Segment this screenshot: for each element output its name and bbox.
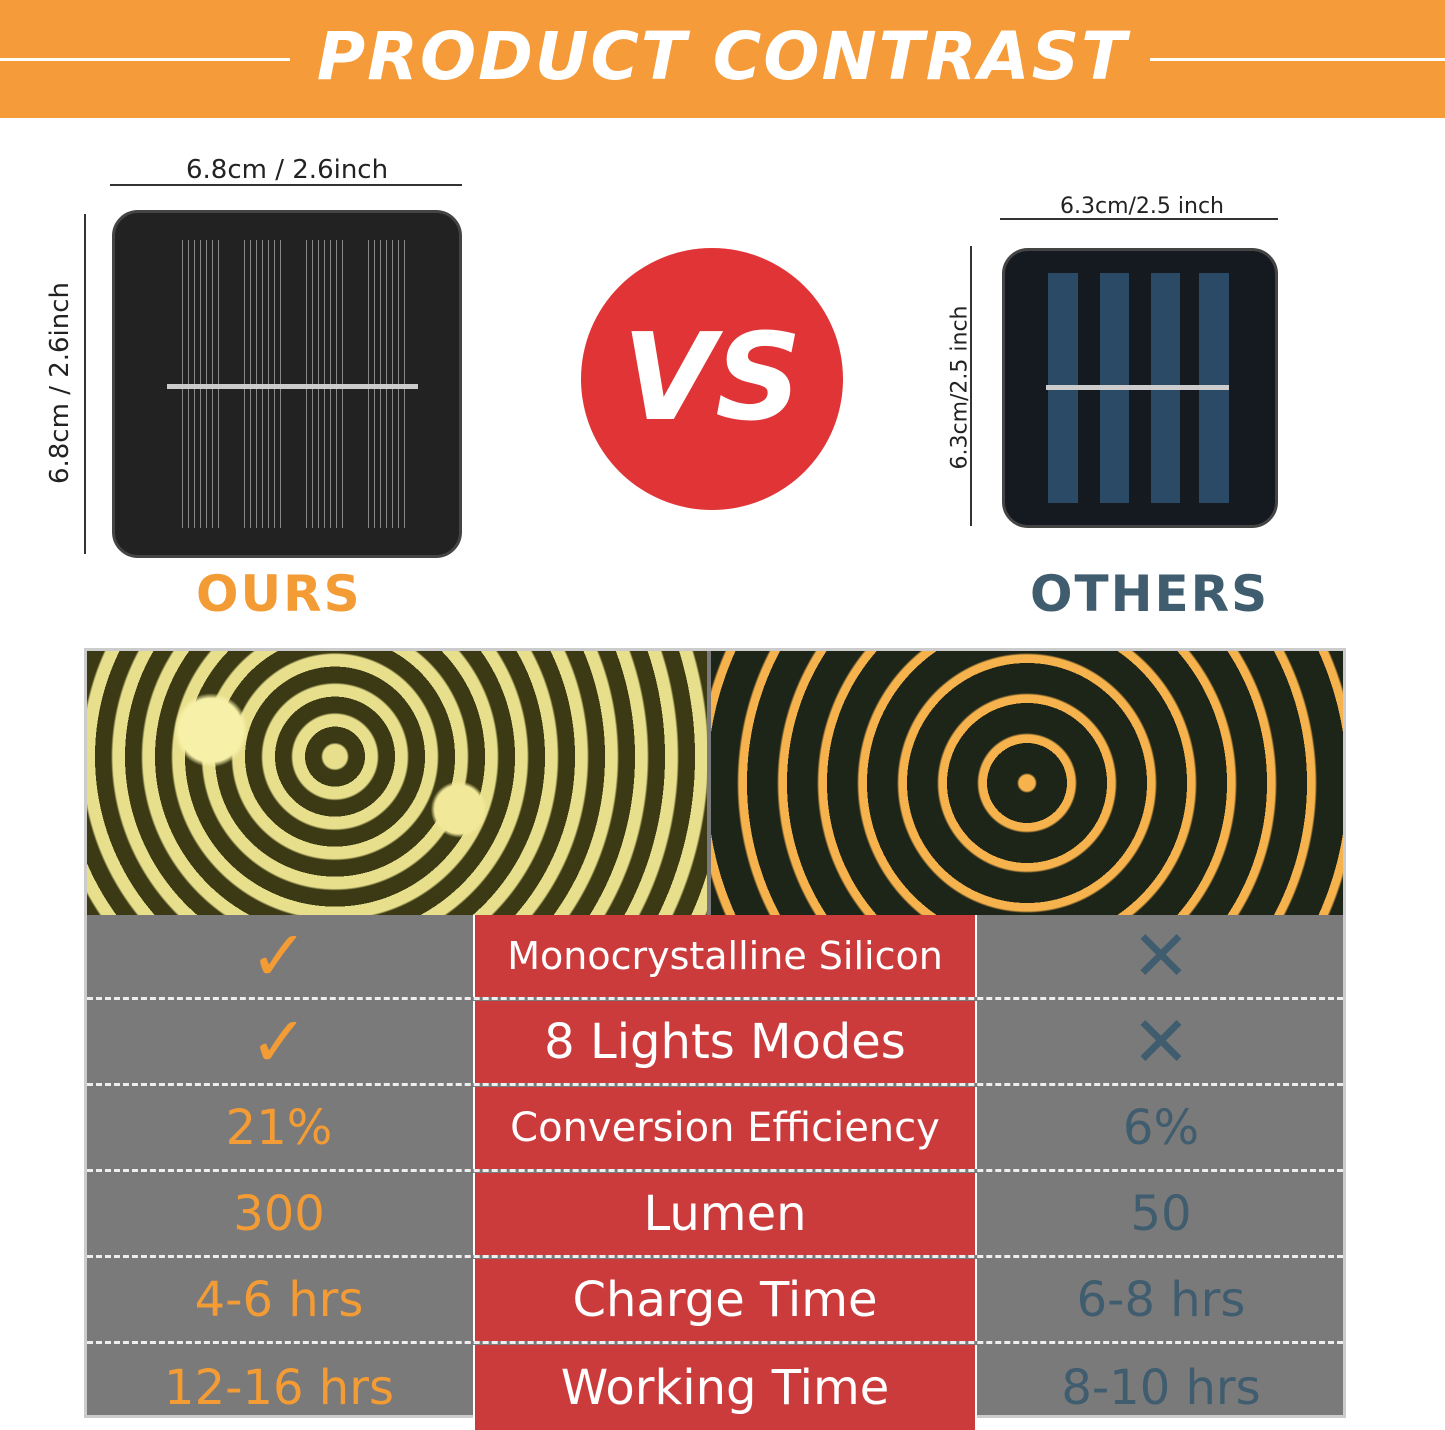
header-banner: PRODUCT CONTRAST bbox=[0, 0, 1445, 118]
cross-icon: ✕ bbox=[1131, 915, 1191, 997]
ours-height-dim: 6.8cm / 2.6inch bbox=[45, 281, 75, 485]
others-value: 8-10 hrs bbox=[1061, 1359, 1261, 1416]
table-row: ✓ 8 Lights Modes ✕ bbox=[87, 1001, 1343, 1086]
vs-badge: VS bbox=[581, 248, 843, 510]
ours-width-dim: 6.8cm / 2.6inch bbox=[186, 155, 389, 185]
divider bbox=[0, 58, 290, 61]
others-label: OTHERS bbox=[1030, 565, 1270, 623]
feature-label: Lumen bbox=[473, 1173, 977, 1255]
table-row: 21% Conversion Efficiency 6% bbox=[87, 1087, 1343, 1172]
dimension-line bbox=[1000, 218, 1278, 220]
ours-solar-panel bbox=[112, 210, 462, 558]
dimension-line bbox=[970, 246, 972, 526]
divider bbox=[1150, 58, 1445, 61]
others-value: 6% bbox=[1122, 1100, 1200, 1156]
feature-label: Conversion Efficiency bbox=[473, 1087, 977, 1169]
ours-value: 21% bbox=[225, 1100, 333, 1156]
table-row: 12-16 hrs Working Time 8-10 hrs bbox=[87, 1345, 1343, 1430]
cross-icon: ✕ bbox=[1131, 1001, 1191, 1083]
page-title: PRODUCT CONTRAST bbox=[316, 18, 1129, 95]
table-row: ✓ Monocrystalline Silicon ✕ bbox=[87, 915, 1343, 1000]
table-row: 4-6 hrs Charge Time 6-8 hrs bbox=[87, 1259, 1343, 1344]
dimension-line bbox=[110, 184, 462, 186]
ours-value: 4-6 hrs bbox=[194, 1272, 364, 1328]
check-icon: ✓ bbox=[249, 1001, 309, 1083]
feature-label: Working Time bbox=[473, 1345, 977, 1430]
others-height-dim: 6.3cm/2.5 inch bbox=[947, 305, 973, 470]
table-row: 300 Lumen 50 bbox=[87, 1173, 1343, 1258]
ours-value: 300 bbox=[233, 1186, 325, 1242]
ours-lights-photo bbox=[87, 651, 707, 915]
ours-value: 12-16 hrs bbox=[164, 1359, 394, 1416]
feature-label: Charge Time bbox=[473, 1259, 977, 1341]
others-value: 6-8 hrs bbox=[1076, 1272, 1246, 1328]
others-width-dim: 6.3cm/2.5 inch bbox=[1060, 194, 1225, 219]
others-value: 50 bbox=[1130, 1186, 1192, 1242]
dimension-line bbox=[84, 214, 86, 554]
others-solar-panel bbox=[1002, 248, 1278, 528]
ours-label: OURS bbox=[196, 565, 362, 623]
feature-label: Monocrystalline Silicon bbox=[473, 915, 977, 997]
others-lights-photo bbox=[711, 651, 1343, 915]
comparison-table: ✓ Monocrystalline Silicon ✕ ✓ 8 Lights M… bbox=[84, 648, 1346, 1430]
check-icon: ✓ bbox=[249, 915, 309, 997]
feature-label: 8 Lights Modes bbox=[473, 1001, 977, 1083]
